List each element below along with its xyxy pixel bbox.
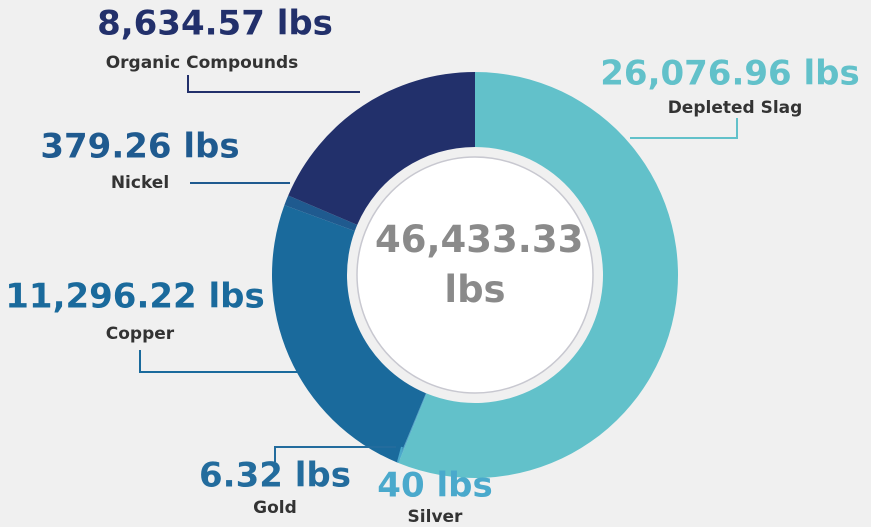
leader-line <box>187 75 360 93</box>
category-label: Depleted Slag <box>668 98 803 118</box>
value-label: 379.26 lbs <box>40 127 239 167</box>
leader-line <box>274 446 396 462</box>
category-label: Gold <box>253 498 297 518</box>
value-label: 40 lbs <box>377 466 492 506</box>
value-label: 26,076.96 lbs <box>600 54 860 94</box>
donut-segment <box>398 72 679 478</box>
inner-circle <box>356 156 594 394</box>
category-label: Silver <box>408 507 464 527</box>
donut-segment <box>271 205 426 463</box>
value-label: 8,634.57 lbs <box>97 4 333 44</box>
value-label: 6.32 lbs <box>199 456 351 496</box>
category-label: Copper <box>106 324 175 344</box>
donut-segment <box>288 72 475 225</box>
category-label: Nickel <box>111 173 169 193</box>
center-label: 46,433.33 lbs <box>375 218 584 311</box>
category-label: Organic Compounds <box>106 53 299 73</box>
donut-segment <box>284 195 358 231</box>
leader-line <box>397 446 403 463</box>
leader-line <box>139 350 305 373</box>
donut-segment <box>397 393 427 463</box>
value-label: 11,296.22 lbs <box>5 277 265 317</box>
donut-segment <box>397 393 427 463</box>
leader-line <box>630 118 738 139</box>
